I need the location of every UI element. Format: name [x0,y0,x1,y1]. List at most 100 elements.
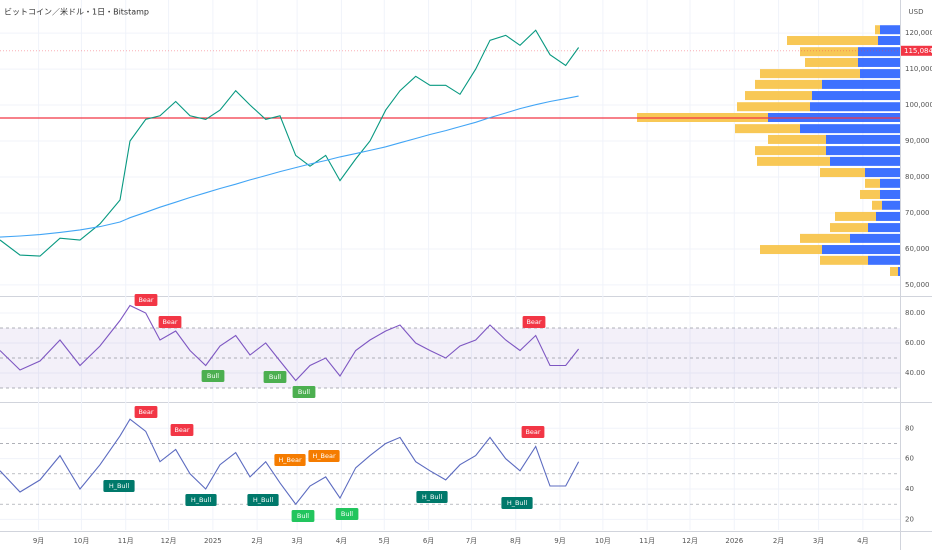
y-tick-label: 100,000 [905,101,932,109]
profile-up [872,200,882,210]
divergence-label: Bull [207,372,219,380]
profile-up [835,211,876,221]
x-tick-label: 8月 [510,537,521,545]
y-tick-label: 60.00 [905,339,925,347]
profile-down [850,233,900,243]
x-tick-label: 4月 [857,537,868,545]
profile-down [826,146,900,156]
divergence-label-box [521,426,545,438]
chart-title: ビットコイン／米ドル・1日・Bitstamp [4,7,149,17]
divergence-label: H_Bull [422,493,443,501]
profile-up [755,146,826,156]
profile-down [878,36,900,46]
divergence-label-box [292,386,316,398]
profile-down [882,200,900,210]
y-tick-label: 70,000 [905,209,930,217]
x-tick-label: 12月 [161,537,177,545]
x-tick-label: 2026 [725,537,743,545]
divergence-label: H_Bull [191,496,212,504]
profile-down [830,156,900,166]
profile-up [820,255,868,265]
divergence-label: H_Bear [278,456,302,464]
series-line [0,29,580,257]
divergence-label-box [134,294,158,306]
divergence-label-box [263,371,287,383]
profile-up [875,25,880,35]
profile-down [860,69,900,79]
profile-down [822,245,900,255]
profile-down [880,178,900,188]
marks: 115,084 Bear Bear Bull Bull Bull Bear Bear Bear H… [0,25,932,522]
x-tick-label: 10月 [595,537,611,545]
divergence-label: Bear [525,428,540,436]
x-tick-label: 2025 [204,537,222,545]
y-tick-label: 80 [905,424,914,432]
divergence-label: H_Bull [109,482,130,490]
y-tick-label: 40.00 [905,369,925,377]
last-price-label: 115,084 [904,47,932,55]
profile-up [755,79,822,89]
profile-down [812,91,900,101]
divergence-label: H_Bull [507,499,528,507]
divergence-label-box [185,494,217,506]
series-line [0,95,579,238]
x-tick-label: 10月 [73,537,89,545]
divergence-label-box [274,454,306,466]
divergence-label: Bear [174,426,189,434]
series-line [0,304,580,382]
divergence-label-box [308,450,340,462]
profile-up [735,124,800,134]
divergence-label-box [247,494,279,506]
x-tick-label: 9月 [33,537,44,545]
divergence-label-box [291,510,315,522]
divergence-label-box [158,316,182,328]
divergence-label: Bull [269,373,281,381]
y-tick-label: 50,000 [905,281,930,289]
divergence-label-box [170,424,194,436]
profile-up [890,266,898,276]
profile-up [760,69,860,79]
profile-down [876,211,900,221]
currency: USD [909,8,924,16]
y-tick-label: 60,000 [905,245,930,253]
x-tick-label: 2月 [773,537,784,545]
profile-down [810,102,900,112]
profile-down [858,47,900,57]
profile-up [820,168,865,178]
profile-down [868,223,900,233]
profile-up [800,47,858,57]
profile-up [805,57,858,67]
y-tick-label: 80.00 [905,309,925,317]
divergence-label: Bull [298,388,310,396]
divergence-label: Bear [526,318,541,326]
divergence-label-box [335,508,359,520]
profile-up [760,245,822,255]
profile-down [865,168,900,178]
profile-up [865,178,880,188]
divergence-label-box [134,406,158,418]
divergence-label: H_Bull [253,496,274,504]
divergence-label: H_Bear [312,452,336,460]
last-price-box [901,45,932,56]
profile-up [737,102,810,112]
x-tick-label: 11月 [639,537,655,545]
divergence-label: Bull [297,512,309,520]
profile-down [858,57,900,67]
profile-down [800,124,900,134]
x-tick-label: 5月 [379,537,390,545]
profile-up [860,189,880,199]
divergence-label-box [501,497,533,509]
x-tick-label: 11月 [118,537,134,545]
profile-down [898,266,900,276]
y-tick-label: 120,000 [905,29,932,37]
profile-down [880,25,900,35]
x-tick-label: 7月 [466,537,477,545]
divergence-label-box [416,491,448,503]
divergence-label: Bear [138,408,153,416]
profile-up [800,233,850,243]
divergence-label: Bull [341,510,353,518]
profile-up [830,223,868,233]
